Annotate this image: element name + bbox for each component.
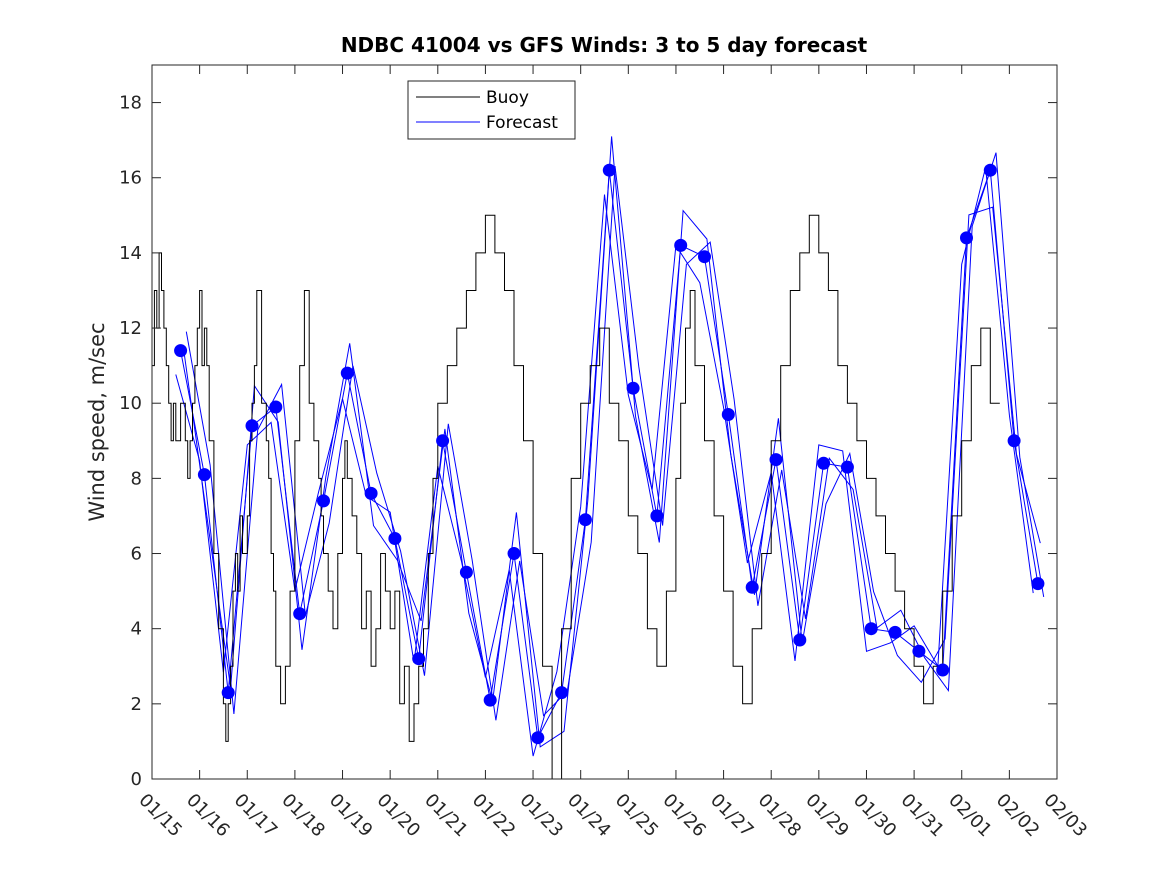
forecast-point [412, 652, 426, 666]
forecast-point [578, 513, 592, 527]
forecast-point [221, 686, 235, 700]
forecast-point [507, 547, 521, 560]
forecast-point [293, 607, 307, 621]
y-tick-label: 18 [119, 93, 142, 114]
forecast-point [960, 231, 973, 245]
forecast-point [1031, 577, 1045, 591]
forecast-line [175, 167, 1034, 757]
forecast-point [817, 456, 831, 470]
forecast-point [864, 622, 878, 636]
forecast-point [745, 580, 759, 594]
y-tick-label: 2 [131, 694, 142, 715]
legend-forecast-label: Forecast [486, 113, 558, 133]
forecast-point [698, 250, 711, 264]
legend-box [407, 80, 576, 140]
forecast-point [174, 344, 188, 358]
forecast-point [436, 434, 450, 448]
legend-buoy-label: Buoy [486, 88, 529, 108]
forecast-point [317, 494, 330, 508]
y-axis-label: Wind speed, m/sec [85, 322, 109, 521]
forecast-point [269, 400, 283, 414]
plot-frame [151, 64, 1058, 780]
y-tick-label: 8 [131, 468, 142, 489]
buoy-series [152, 214, 1000, 780]
forecast-point [983, 163, 997, 177]
forecast-point [650, 509, 664, 523]
y-tick-label: 6 [131, 544, 142, 565]
forecast-point [936, 663, 950, 677]
forecast-line [185, 152, 1045, 721]
forecast-point [555, 686, 569, 700]
buoy-line [152, 214, 1000, 780]
forecast-point [1007, 434, 1021, 448]
forecast-line [182, 136, 1041, 748]
y-tick-label: 14 [119, 243, 142, 264]
y-tick-label: 4 [131, 619, 142, 640]
forecast-point [531, 731, 545, 745]
forecast-point [340, 366, 354, 380]
forecast-point [459, 565, 473, 579]
y-tick-label: 0 [131, 769, 142, 790]
forecast-markers [174, 163, 1045, 745]
forecast-point [245, 419, 259, 433]
forecast-point [626, 381, 640, 395]
forecast-point [721, 408, 735, 421]
forecast-point [197, 468, 211, 482]
legend: Buoy Forecast [407, 80, 576, 140]
forecast-point [483, 693, 497, 707]
forecast-point [364, 486, 378, 500]
forecast-point [793, 633, 807, 647]
forecast-point [602, 163, 616, 177]
chart-title: NDBC 41004 vs GFS Winds: 3 to 5 day fore… [341, 33, 868, 57]
forecast-point [888, 625, 902, 639]
y-tick-label: 10 [119, 393, 142, 414]
forecast-point [769, 453, 783, 467]
forecast-point [674, 238, 688, 252]
forecast-point [388, 532, 402, 545]
y-tick-label: 12 [119, 318, 142, 339]
y-axis: 0 2 4 6 8 10 12 14 16 18 [119, 93, 1057, 790]
forecast-point [912, 644, 926, 658]
y-tick-label: 16 [119, 168, 142, 189]
forecast-point [840, 460, 854, 474]
